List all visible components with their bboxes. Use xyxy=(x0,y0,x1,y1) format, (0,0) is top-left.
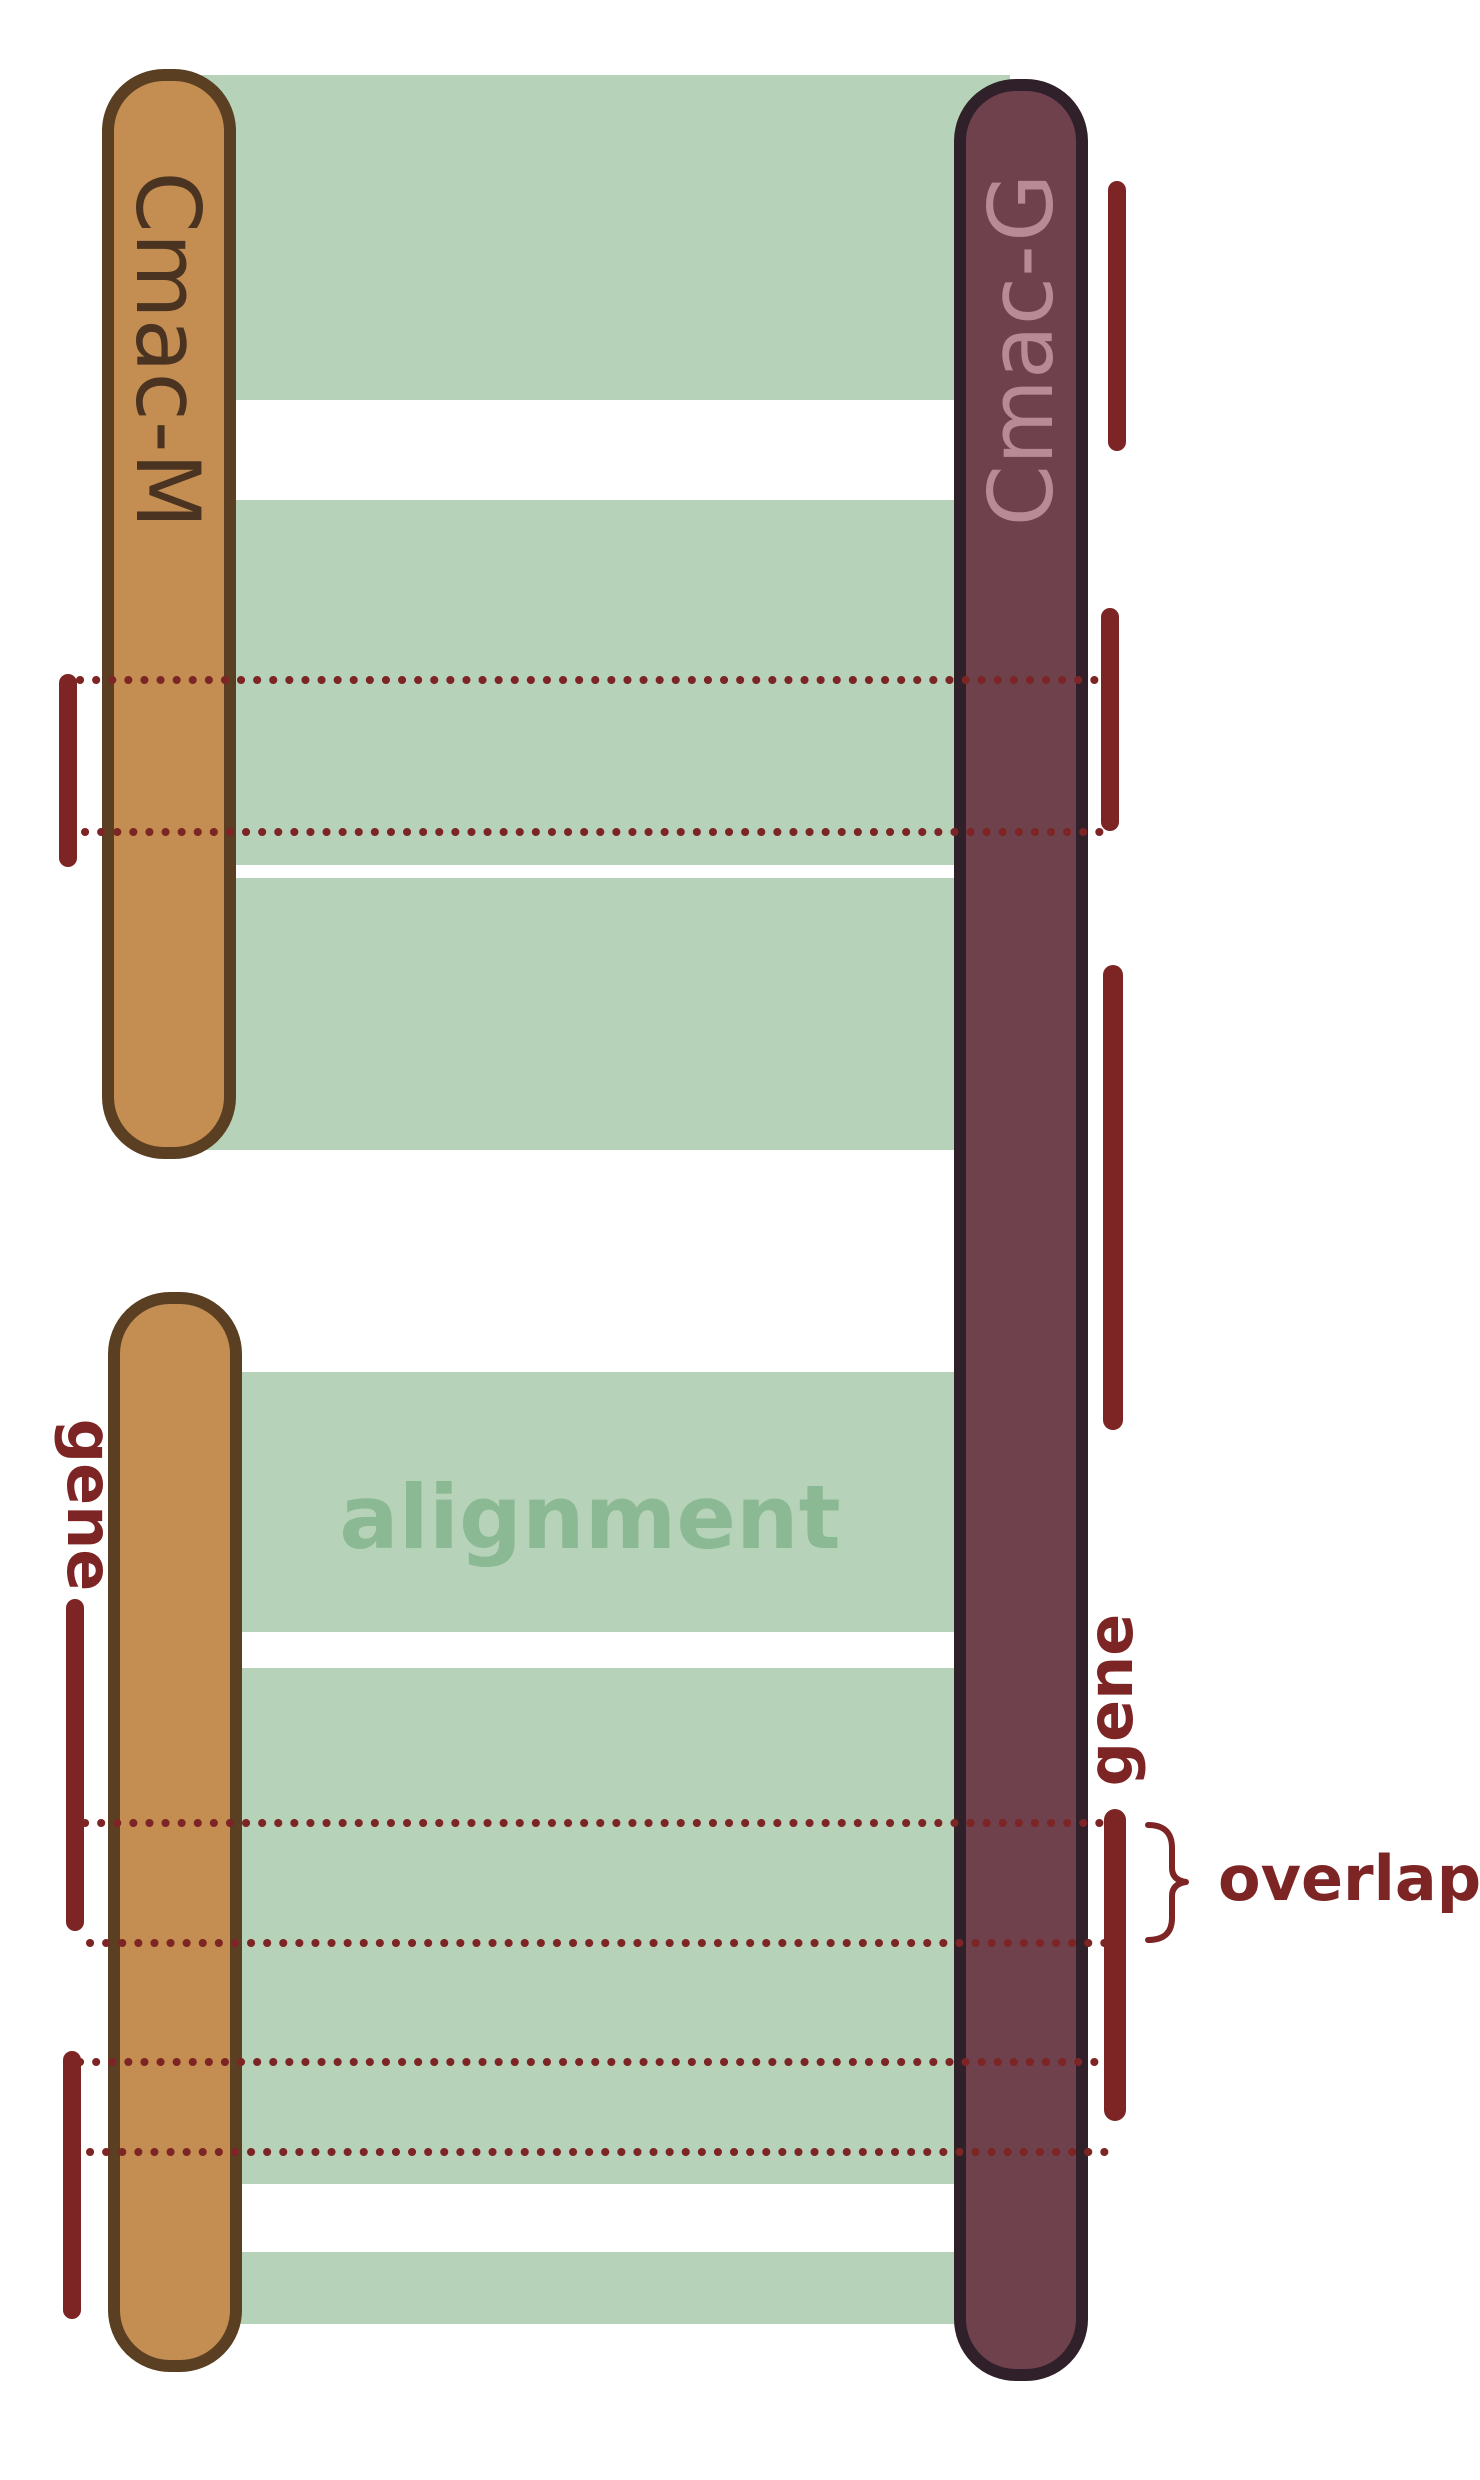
chromosome-m-upper-segment xyxy=(102,69,236,1159)
gene-label-left: gene xyxy=(53,1419,126,1592)
gene-label-right: gene xyxy=(1074,1614,1147,1787)
alignment-label: alignment xyxy=(339,1466,840,1569)
chromosome-m-label: Cmac-M xyxy=(116,171,219,528)
alignment-band xyxy=(200,2252,1010,2324)
alignment-band xyxy=(175,75,1010,400)
overlap-brace xyxy=(1145,1822,1189,1943)
alignment-bands xyxy=(175,75,1010,2324)
alignment-band xyxy=(200,1668,1010,2184)
projection-lines xyxy=(76,676,1124,2156)
chromosome-g-bar xyxy=(954,79,1088,2381)
chromosome-cmac-m: Cmac-M xyxy=(102,69,242,2372)
alignment-band xyxy=(200,1372,1010,1632)
gene-marks xyxy=(59,181,1126,2319)
alignment-band xyxy=(175,878,1010,1150)
chromosome-g-label: Cmac-G xyxy=(970,174,1073,527)
chromosome-cmac-g: Cmac-G xyxy=(954,79,1088,2381)
overlap-label: overlap xyxy=(1218,1842,1480,1915)
chromosome-m-lower-segment xyxy=(108,1292,242,2372)
